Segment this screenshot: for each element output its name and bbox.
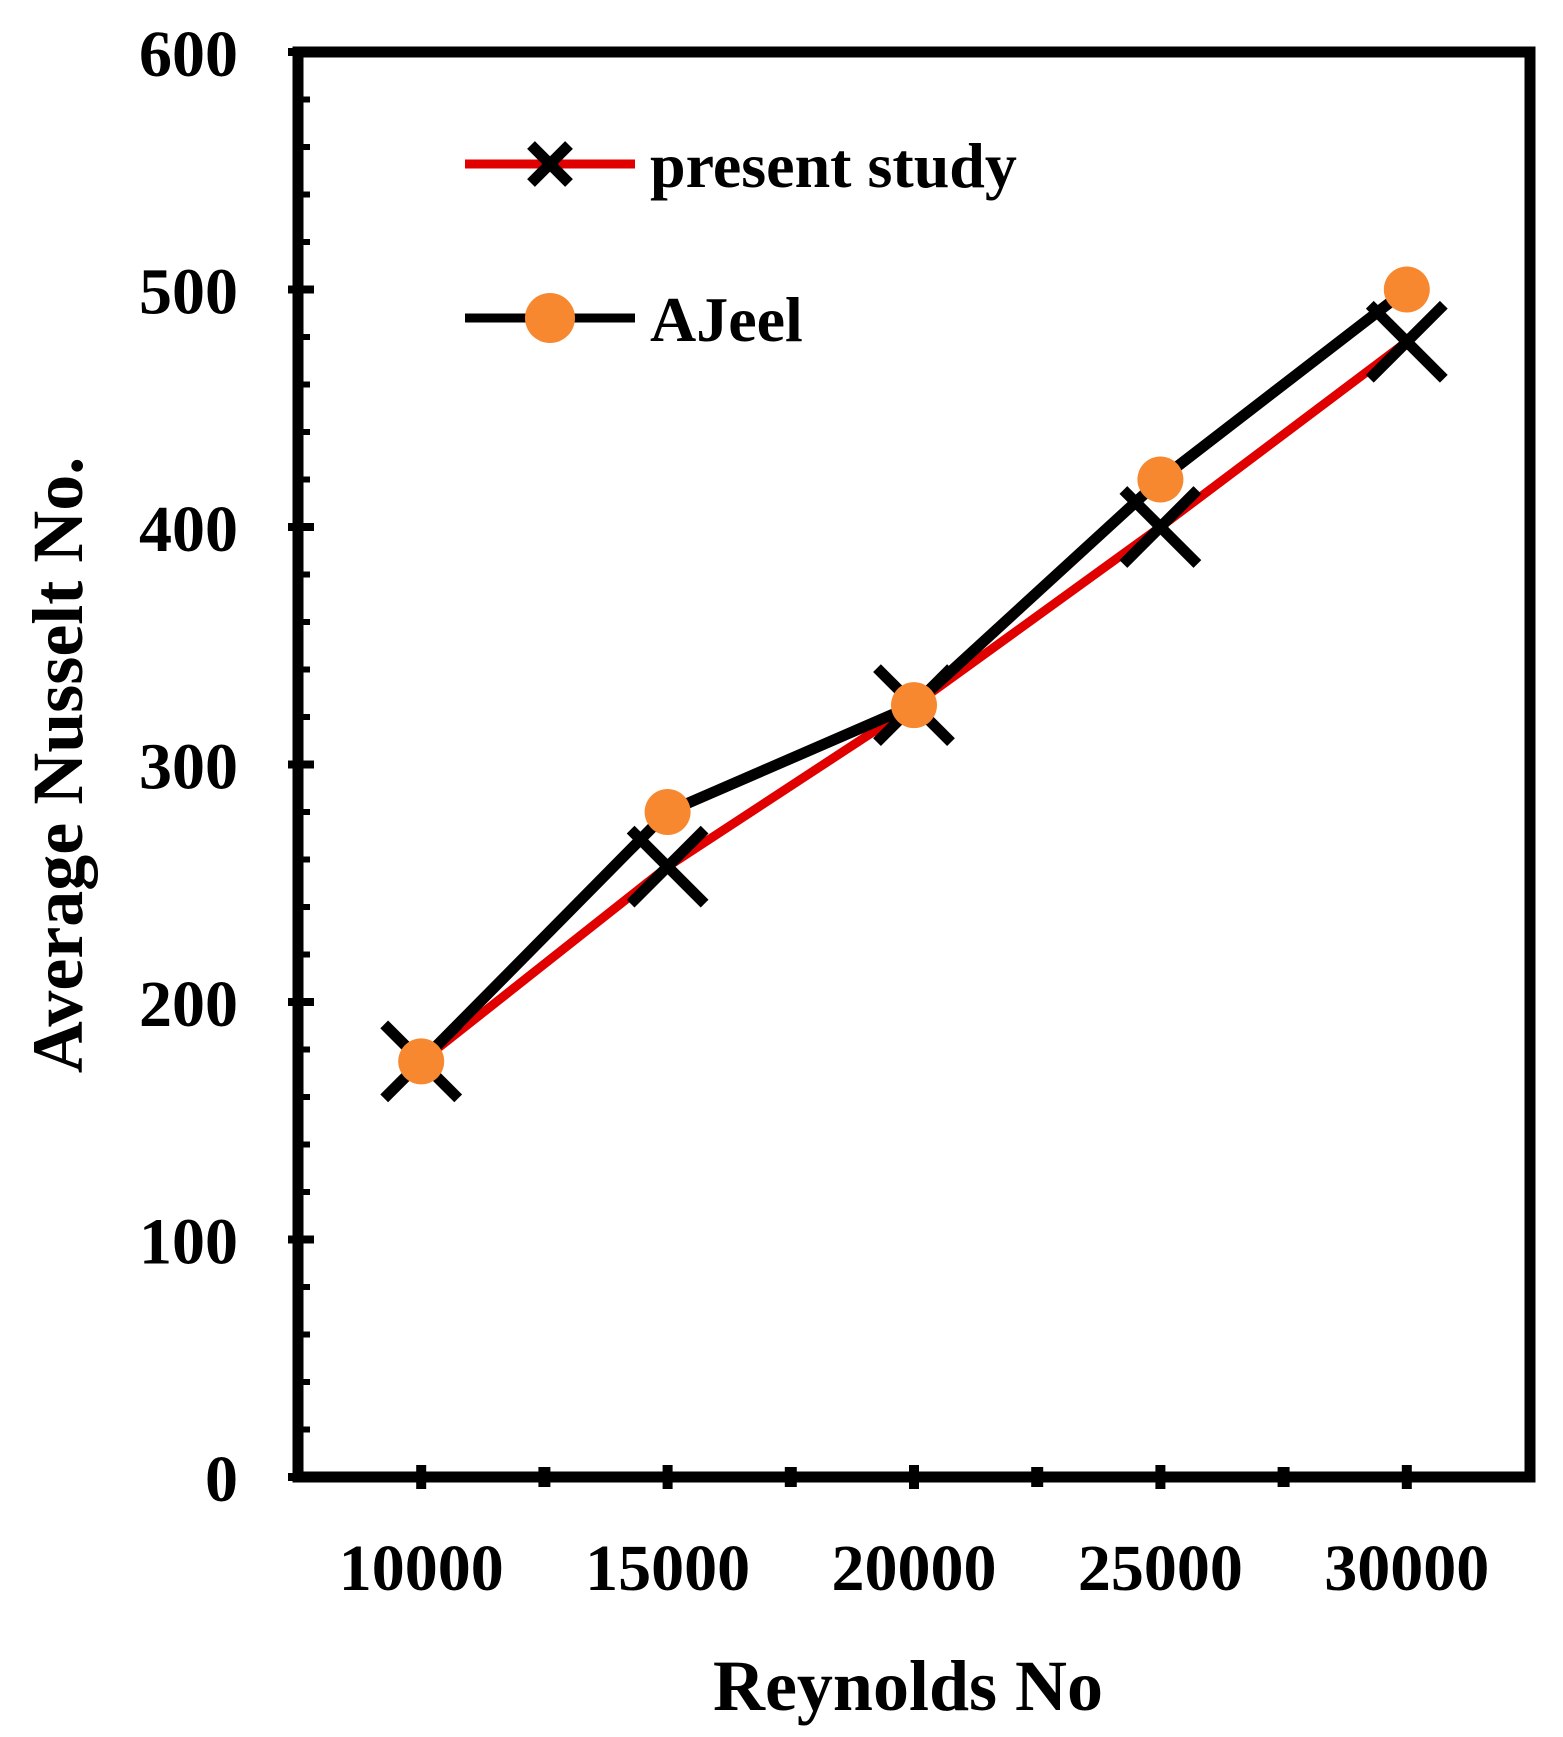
legend-label-present-study: present study (650, 130, 1017, 201)
x-tick-label: 20000 (832, 1532, 997, 1605)
y-axis: 0 100 200 300 400 500 600 (139, 18, 314, 1516)
x-tick-label: 30000 (1324, 1532, 1489, 1605)
point-ajeel (1137, 456, 1184, 503)
y-tick-label: 200 (139, 968, 238, 1041)
point-ajeel (398, 1038, 445, 1085)
x-tick-label: 25000 (1078, 1532, 1243, 1605)
legend-marker-ajeel (525, 293, 575, 343)
y-tick-label: 600 (139, 18, 238, 91)
y-tick-label: 500 (139, 256, 238, 329)
y-axis-title: Average Nusselt No. (18, 457, 98, 1074)
y-tick-label: 100 (139, 1206, 238, 1279)
legend-marker-present-study (527, 141, 573, 187)
point-present-study (626, 825, 709, 908)
x-axis: 10000 15000 20000 25000 30000 (339, 1465, 1489, 1605)
point-ajeel (1383, 266, 1430, 313)
legend: present study AJeel (465, 130, 1017, 355)
y-tick-label: 300 (139, 731, 238, 804)
legend-label-ajeel: AJeel (650, 284, 803, 355)
series-layer (380, 266, 1448, 1103)
point-ajeel (644, 789, 691, 835)
point-ajeel (891, 682, 937, 729)
point-present-study (1365, 300, 1448, 383)
point-present-study (1119, 486, 1202, 568)
x-tick-label: 10000 (339, 1532, 504, 1605)
plot-frame (292, 46, 1536, 1483)
x-tick-label: 15000 (585, 1532, 750, 1605)
x-axis-title: Reynolds No (713, 1646, 1103, 1726)
y-tick-label: 0 (205, 1443, 238, 1516)
y-tick-label: 400 (139, 493, 238, 566)
